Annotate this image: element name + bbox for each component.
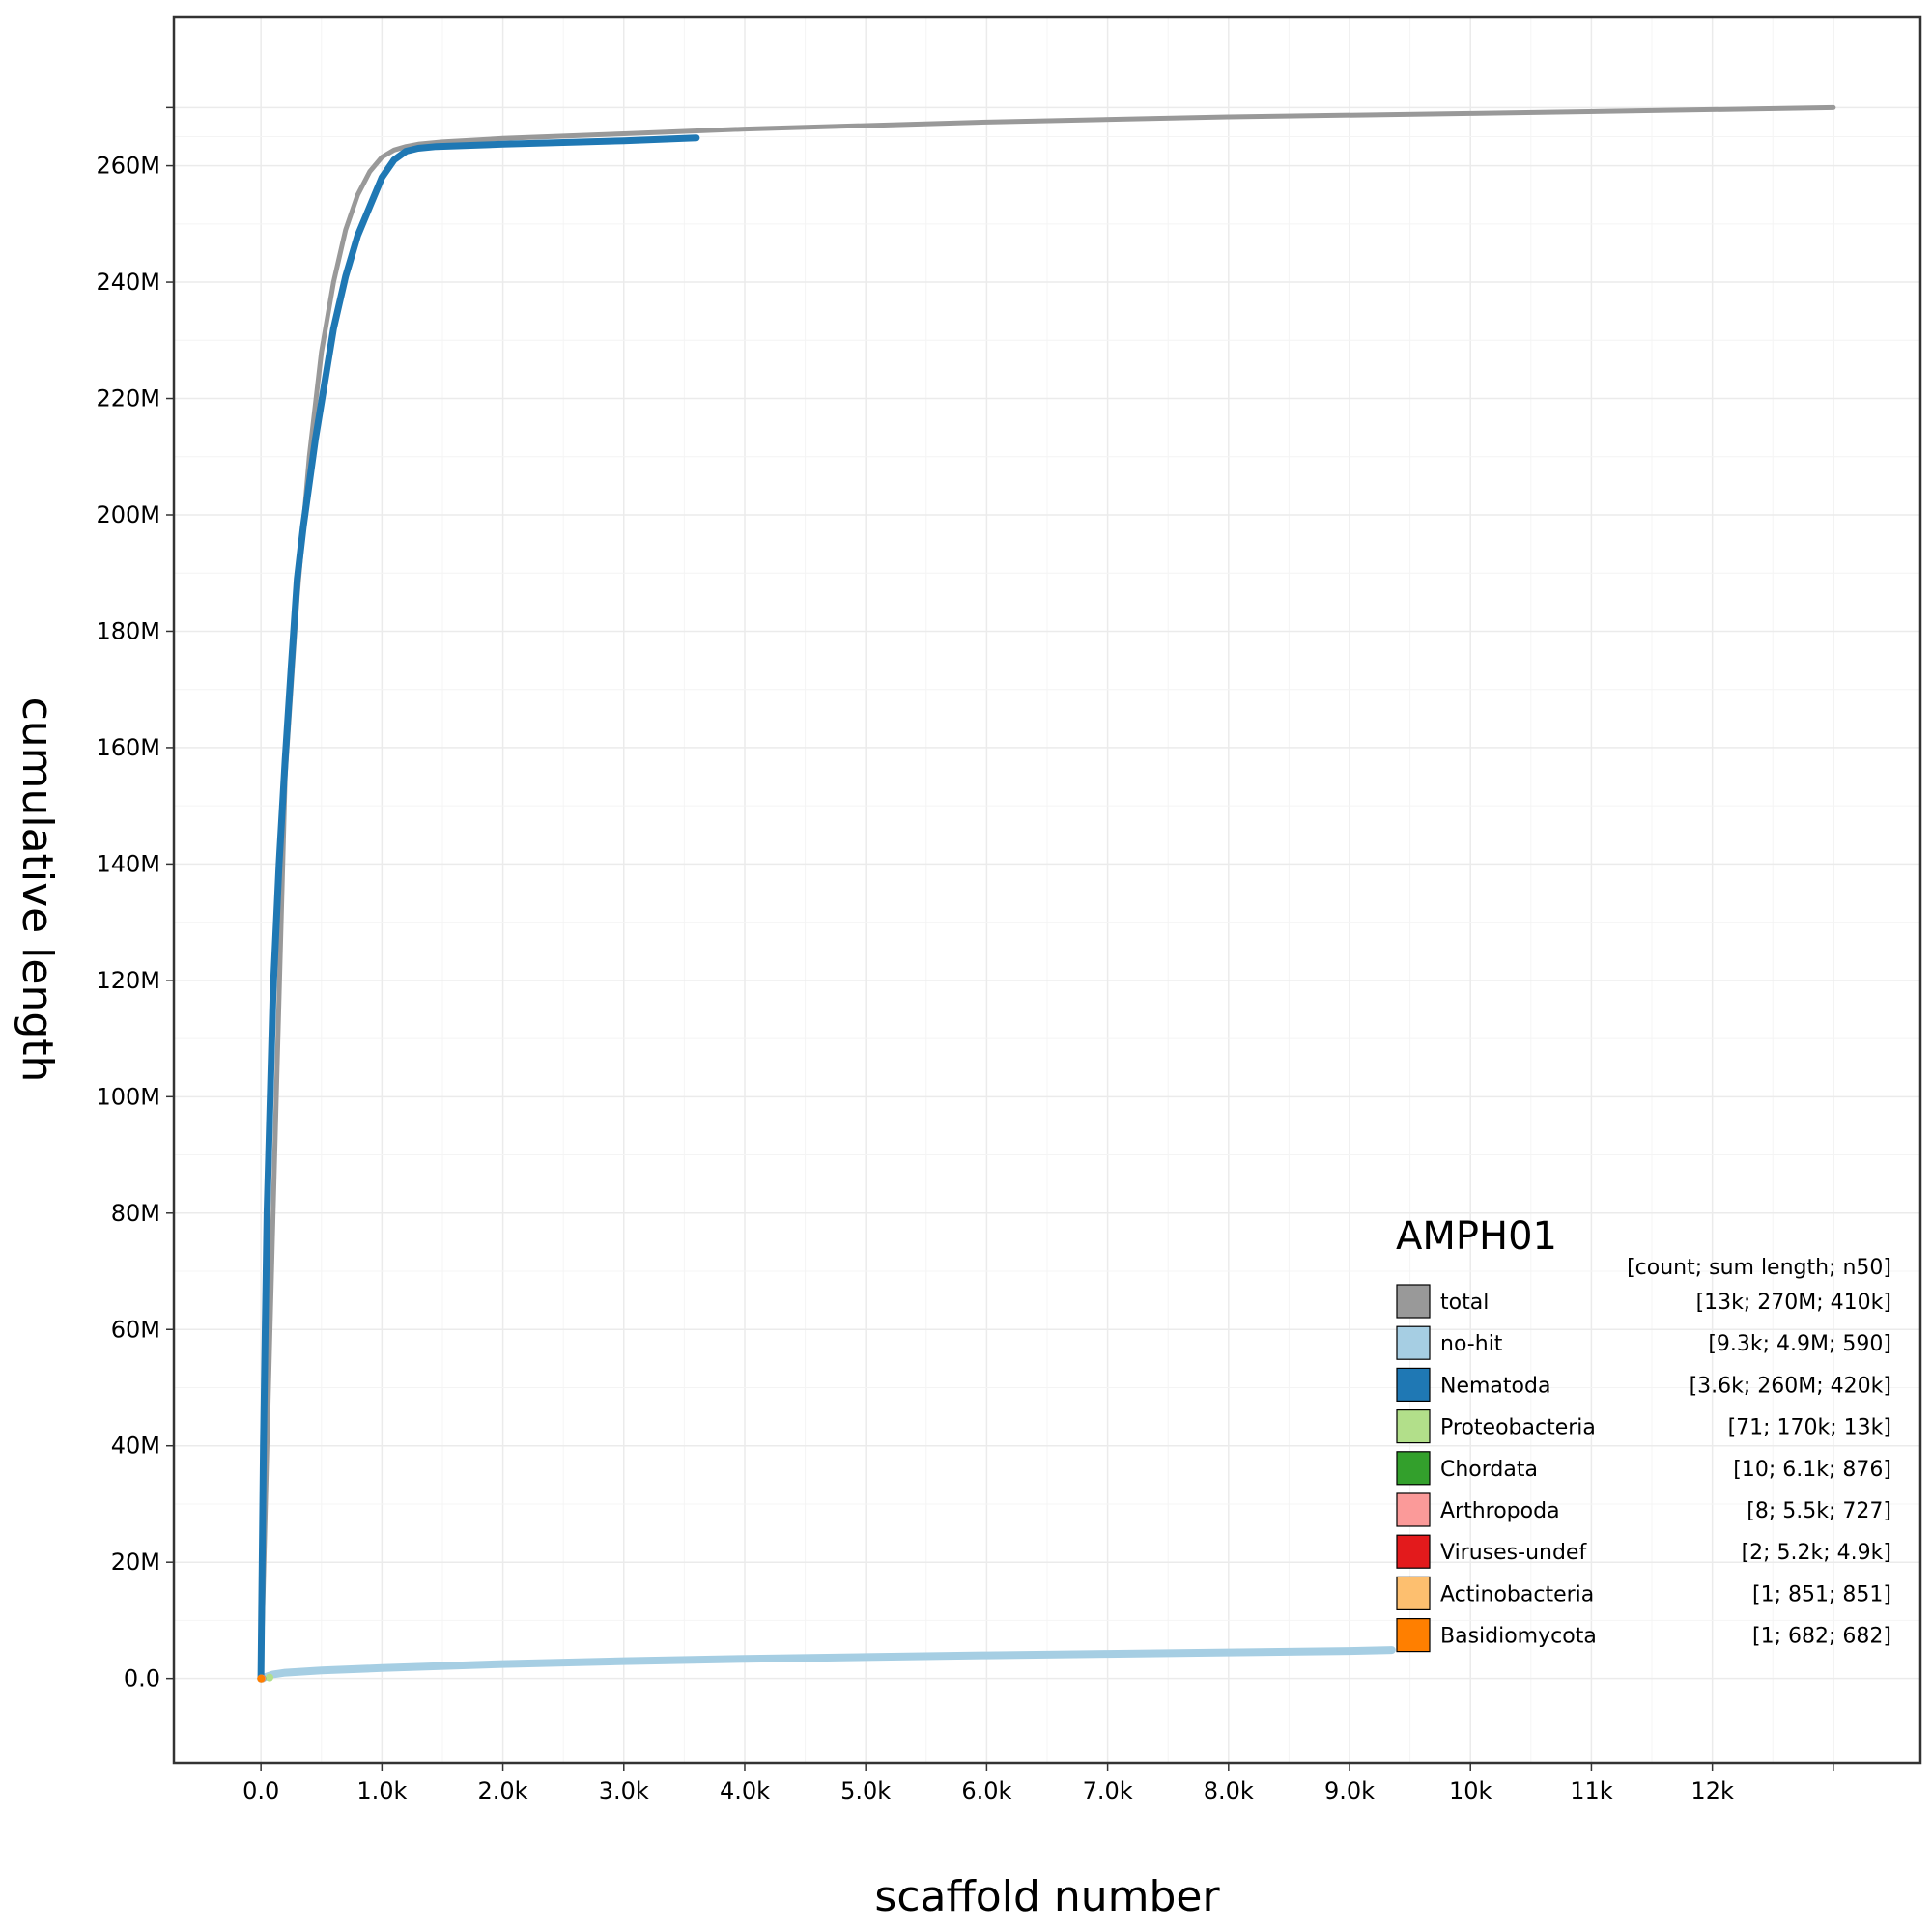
legend-label-total: total	[1440, 1291, 1489, 1315]
x-tick-label: 0.0	[242, 1777, 279, 1804]
legend-stats-proteobacteria: [71; 170k; 13k]	[1728, 1416, 1891, 1440]
legend-label-actinobacteria: Actinobacteria	[1440, 1582, 1594, 1606]
x-axis-ticks: 0.0 1.0k 2.0k 3.0k 4.0k 5.0k 6.0k 7.0k 8.0k 9.0k 1…	[242, 1763, 1834, 1804]
legend-label-arthropoda: Arthropoda	[1440, 1499, 1560, 1523]
series-lines	[257, 104, 1836, 1683]
legend: AMPH01 [count; sum length; n50] total [13…	[1396, 1214, 1891, 1653]
y-tick-label: 160M	[96, 734, 160, 761]
grid	[174, 17, 1920, 1763]
legend-stats-chordata: [10; 6.1k; 876]	[1733, 1458, 1891, 1482]
legend-swatch-arthropoda	[1396, 1492, 1431, 1527]
legend-stats-basidiomycota: [1; 682; 682]	[1752, 1625, 1891, 1649]
y-tick-label: 20M	[111, 1548, 160, 1576]
legend-stats-nematoda: [3.6k; 260M; 420k]	[1690, 1374, 1891, 1398]
x-tick-label: 5.0k	[840, 1777, 891, 1804]
x-tick-label: 12k	[1690, 1777, 1734, 1804]
x-tick-label: 7.0k	[1083, 1777, 1133, 1804]
plot-frame	[172, 15, 1922, 1765]
series-line-no-hit	[257, 1646, 1396, 1683]
y-axis-ticks: 0.0 20M 40M 60M 80M 100M 120M 140M 160M 180M 200M 2…	[96, 106, 174, 1692]
y-tick-label: 40M	[111, 1433, 160, 1460]
x-tick-label: 2.0k	[478, 1777, 528, 1804]
x-tick-label: 4.0k	[720, 1777, 770, 1804]
x-tick-label: 3.0k	[599, 1777, 649, 1804]
x-tick-label: 1.0k	[356, 1777, 407, 1804]
legend-swatch-viruses-undef	[1396, 1534, 1431, 1569]
legend-swatch-total	[1396, 1284, 1431, 1319]
y-tick-label: 100M	[96, 1083, 160, 1110]
legend-swatch-nematoda	[1396, 1367, 1431, 1403]
legend-swatch-basidiomycota	[1396, 1617, 1431, 1653]
legend-swatch-proteobacteria	[1396, 1408, 1431, 1444]
legend-stats-total: [13k; 270M; 410k]	[1696, 1291, 1891, 1315]
legend-stats-actinobacteria: [1; 851; 851]	[1752, 1582, 1891, 1606]
series-point-basidiomycota	[257, 1674, 266, 1683]
legend-label-basidiomycota: Basidiomycota	[1440, 1625, 1597, 1649]
y-tick-label: 60M	[111, 1316, 160, 1343]
x-tick-label: 11k	[1570, 1777, 1613, 1804]
y-tick-label: 220M	[96, 385, 160, 412]
x-axis-title: scaffold number	[874, 1872, 1220, 1921]
legend-label-proteobacteria: Proteobacteria	[1440, 1416, 1596, 1440]
legend-swatch-no-hit	[1396, 1325, 1431, 1360]
legend-stats-no-hit: [9.3k; 4.9M; 590]	[1708, 1332, 1891, 1356]
legend-swatch-actinobacteria	[1396, 1576, 1431, 1611]
legend-items: total [13k; 270M; 410k] no-hit [9.3k; 4.9M;…	[1396, 1284, 1891, 1653]
series-line-nematoda	[257, 134, 700, 1683]
y-tick-label: 200M	[96, 501, 160, 528]
x-tick-label: 10k	[1449, 1777, 1492, 1804]
legend-title: AMPH01	[1396, 1214, 1557, 1259]
x-tick-label: 8.0k	[1204, 1777, 1254, 1804]
y-tick-label: 140M	[96, 850, 160, 877]
series-point-proteobacteria	[266, 1673, 274, 1682]
legend-label-no-hit: no-hit	[1440, 1332, 1503, 1356]
y-tick-label: 180M	[96, 617, 160, 644]
legend-stats-viruses-undef: [2; 5.2k; 4.9k]	[1742, 1541, 1891, 1565]
y-axis-title: cumulative length	[13, 697, 62, 1083]
y-tick-label: 80M	[111, 1200, 160, 1227]
legend-label-nematoda: Nematoda	[1440, 1374, 1550, 1398]
legend-label-chordata: Chordata	[1440, 1458, 1538, 1482]
y-tick-label: 0.0	[124, 1665, 160, 1692]
x-tick-label: 6.0k	[961, 1777, 1011, 1804]
y-tick-label: 260M	[96, 153, 160, 180]
y-tick-label: 240M	[96, 269, 160, 296]
legend-header: [count; sum length; n50]	[1627, 1256, 1891, 1280]
legend-label-viruses-undef: Viruses-undef	[1440, 1541, 1587, 1565]
x-tick-label: 9.0k	[1324, 1777, 1375, 1804]
legend-stats-arthropoda: [8; 5.5k; 727]	[1747, 1499, 1891, 1523]
legend-swatch-chordata	[1396, 1451, 1431, 1486]
y-tick-label: 120M	[96, 967, 160, 994]
